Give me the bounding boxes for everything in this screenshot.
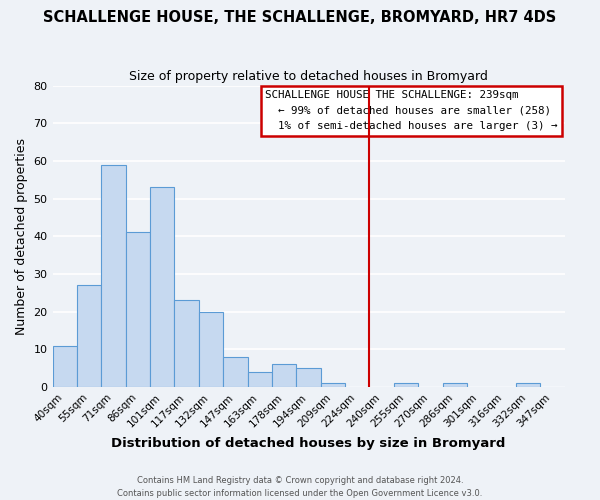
Bar [125,232,150,387]
Bar [321,383,345,387]
Bar [248,372,272,387]
Y-axis label: Number of detached properties: Number of detached properties [15,138,28,335]
Text: Contains HM Land Registry data © Crown copyright and database right 2024.
Contai: Contains HM Land Registry data © Crown c… [118,476,482,498]
Bar [296,368,321,387]
Bar [150,188,175,387]
Bar [77,285,101,387]
Bar [223,357,248,387]
Bar [516,383,540,387]
Bar [101,164,125,387]
Bar [394,383,418,387]
Title: Size of property relative to detached houses in Bromyard: Size of property relative to detached ho… [129,70,488,83]
Bar [175,300,199,387]
Text: SCHALLENGE HOUSE, THE SCHALLENGE, BROMYARD, HR7 4DS: SCHALLENGE HOUSE, THE SCHALLENGE, BROMYA… [43,10,557,25]
Bar [272,364,296,387]
X-axis label: Distribution of detached houses by size in Bromyard: Distribution of detached houses by size … [112,437,506,450]
Bar [53,346,77,387]
Text: SCHALLENGE HOUSE THE SCHALLENGE: 239sqm
  ← 99% of detached houses are smaller (: SCHALLENGE HOUSE THE SCHALLENGE: 239sqm … [265,90,557,132]
Bar [443,383,467,387]
Bar [199,312,223,387]
